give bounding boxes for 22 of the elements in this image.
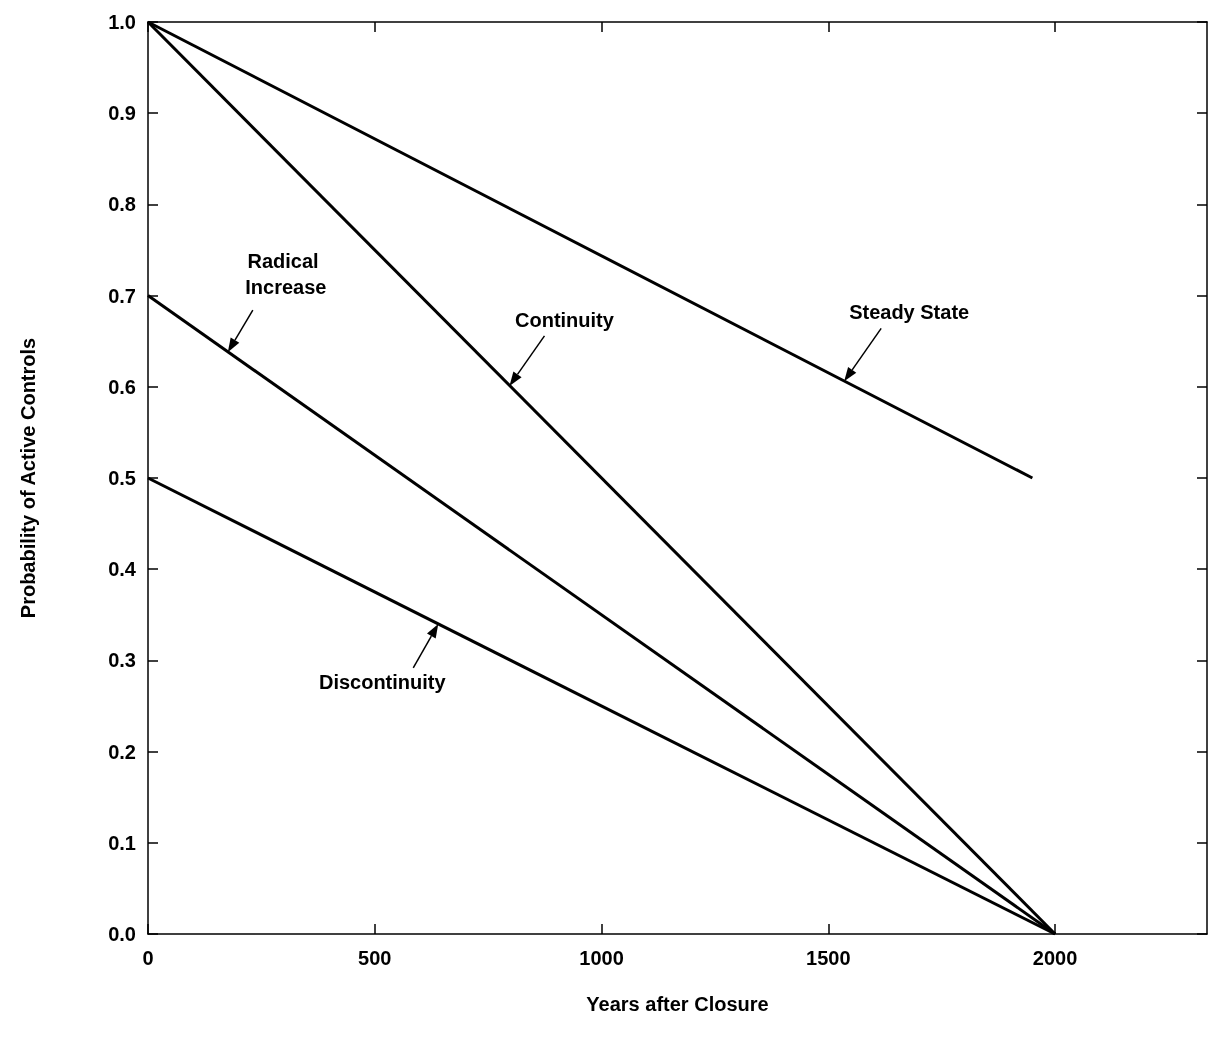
y-tick-label: 0.3 — [108, 649, 136, 672]
annotation: Continuity — [515, 308, 615, 331]
annotation: Radical Increase — [245, 250, 327, 299]
y-tick-label: 0.0 — [108, 923, 136, 945]
y-tick-label: 1.0 — [108, 11, 136, 33]
y-tick-label: 0.1 — [108, 831, 136, 854]
y-axis-title: Probability of Active Controls — [17, 337, 39, 619]
y-tick-label: 0.7 — [108, 284, 136, 307]
y-tick-label: 0.9 — [108, 102, 136, 125]
y-tick-label: 0.5 — [108, 467, 136, 489]
x-tick-label: 0 — [142, 947, 154, 969]
x-tick-label: 2000 — [1032, 947, 1078, 969]
y-tick-label: 0.6 — [108, 375, 136, 398]
x-axis-title: Years after Closure — [586, 993, 769, 1015]
x-tick-label: 500 — [358, 947, 392, 969]
x-tick-label: 1000 — [579, 947, 624, 969]
y-tick-label: 0.8 — [108, 193, 136, 216]
annotation: Discontinuity — [318, 670, 447, 693]
y-tick-label: 0.4 — [108, 558, 137, 581]
annotation: Steady State — [849, 301, 970, 324]
x-tick-label: 1500 — [806, 947, 851, 969]
y-tick-label: 0.2 — [108, 740, 136, 763]
